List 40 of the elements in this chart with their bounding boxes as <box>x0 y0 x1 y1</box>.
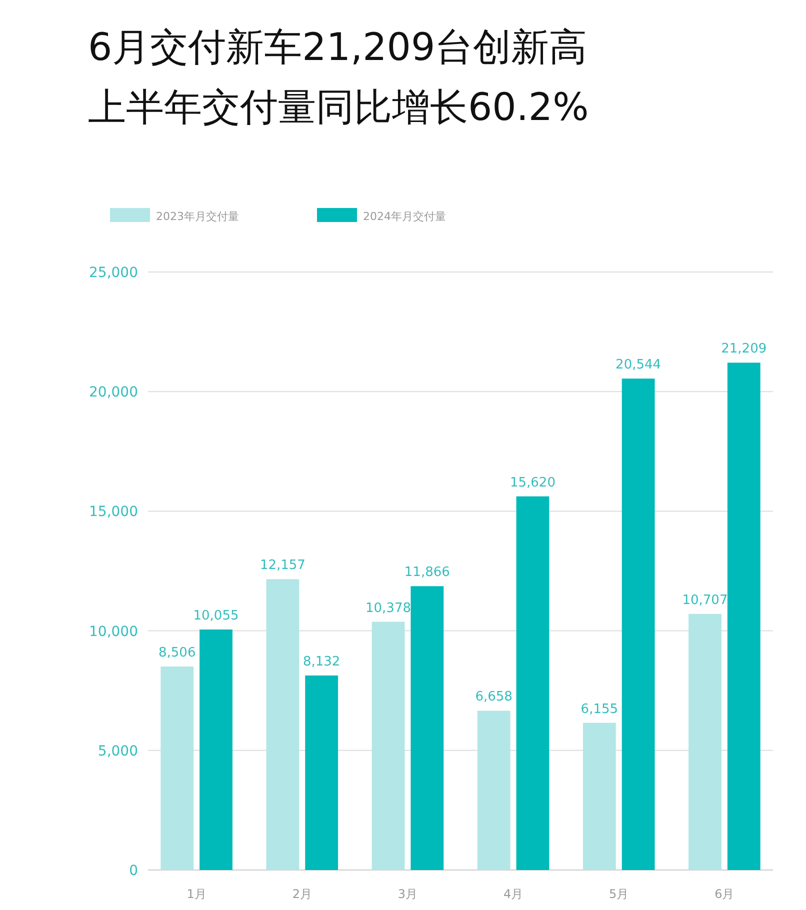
chart-subtitle: 上半年交付量同比增长60.2% <box>88 85 589 129</box>
x-tick-label: 6月 <box>714 887 734 901</box>
data-label: 6,155 <box>580 702 618 717</box>
y-tick-label: 10,000 <box>89 624 138 640</box>
bar <box>582 722 616 870</box>
data-label: 20,544 <box>616 358 662 373</box>
bar <box>516 496 550 870</box>
x-tick-label: 4月 <box>503 887 524 901</box>
x-tick-label: 1月 <box>186 887 206 901</box>
data-label: 10,707 <box>682 592 728 608</box>
data-label: 10,378 <box>366 600 412 616</box>
data-label: 15,620 <box>510 475 556 490</box>
data-label: 11,866 <box>404 565 450 580</box>
data-label: 8,132 <box>302 654 340 670</box>
bar <box>372 622 405 870</box>
bar <box>477 710 510 870</box>
bar <box>410 586 444 870</box>
y-tick-label: 15,000 <box>89 504 138 520</box>
y-tick-label: 20,000 <box>89 384 138 401</box>
legend-label: 2023年月交付量 <box>156 210 239 223</box>
y-tick-label: 0 <box>129 863 138 879</box>
bar <box>727 362 760 870</box>
x-tick-label: 2月 <box>292 887 312 901</box>
legend-label: 2024年月交付量 <box>363 210 446 223</box>
data-label: 6,658 <box>475 690 512 705</box>
y-tick-label: 25,000 <box>89 265 138 281</box>
bar <box>305 675 338 870</box>
bar <box>200 629 232 870</box>
data-label: 10,055 <box>193 608 239 624</box>
y-tick-label: 5,000 <box>98 743 138 760</box>
bar <box>266 579 300 870</box>
x-tick-label: 5月 <box>609 887 629 901</box>
bar <box>622 378 655 870</box>
data-label: 8,506 <box>158 646 196 661</box>
chart-title: 6月交付新车21,209台创新高 <box>88 25 588 69</box>
bar <box>688 614 722 870</box>
x-tick-label: 3月 <box>398 887 418 901</box>
bar <box>160 666 194 870</box>
data-label: 21,209 <box>721 342 767 357</box>
data-label: 12,157 <box>260 558 306 574</box>
